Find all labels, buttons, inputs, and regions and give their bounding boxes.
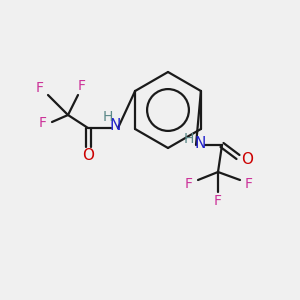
- Text: N: N: [194, 136, 206, 151]
- Text: N: N: [109, 118, 121, 134]
- Text: F: F: [185, 177, 193, 191]
- Text: F: F: [36, 81, 44, 95]
- Text: F: F: [214, 194, 222, 208]
- Text: F: F: [39, 116, 47, 130]
- Text: F: F: [78, 79, 86, 93]
- Text: H: H: [184, 132, 194, 146]
- Text: O: O: [241, 152, 253, 167]
- Text: O: O: [82, 148, 94, 164]
- Text: H: H: [103, 110, 113, 124]
- Text: F: F: [245, 177, 253, 191]
